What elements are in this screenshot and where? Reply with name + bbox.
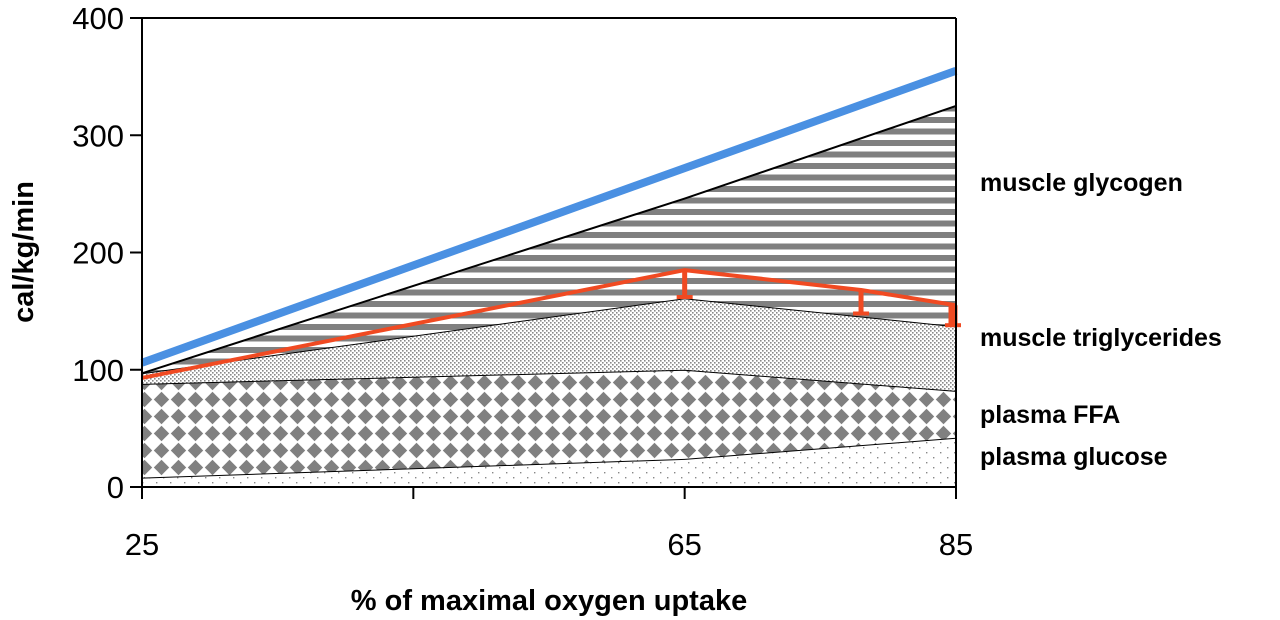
label-plasma-ffa: plasma FFA [980, 401, 1120, 429]
area-plasma-ffa [142, 369, 956, 478]
label-muscle-triglycerides: muscle triglycerides [980, 324, 1222, 352]
measured-line [141, 268, 957, 380]
y-axis-title: cal/kg/min [8, 181, 40, 323]
y-tick-label: 200 [72, 236, 124, 271]
x-tick-label: 85 [939, 527, 973, 562]
x-tick-label: 65 [667, 527, 701, 562]
label-plasma-glucose: plasma glucose [980, 443, 1168, 471]
area-plasma-glucose [142, 437, 956, 487]
label-muscle-glycogen: muscle glycogen [980, 169, 1183, 197]
area-boundary-muscle-glycogen [141, 104, 957, 375]
x-tick-label: 25 [125, 527, 159, 562]
x-axis-title: % of maximal oxygen uptake [351, 585, 747, 617]
area-muscle-triglycerides [142, 298, 956, 391]
stacked-areas [141, 104, 957, 487]
y-tick-label: 300 [72, 118, 124, 153]
y-tick-label: 0 [107, 470, 124, 505]
total-energy-line [140, 66, 958, 367]
y-tick-label: 400 [72, 1, 124, 36]
area-muscle-glycogen [142, 105, 956, 374]
y-tick-label: 100 [72, 353, 124, 388]
axis-ticks: 0 100 200 300 400 25 65 85 [72, 1, 973, 562]
series-lines [140, 66, 961, 380]
